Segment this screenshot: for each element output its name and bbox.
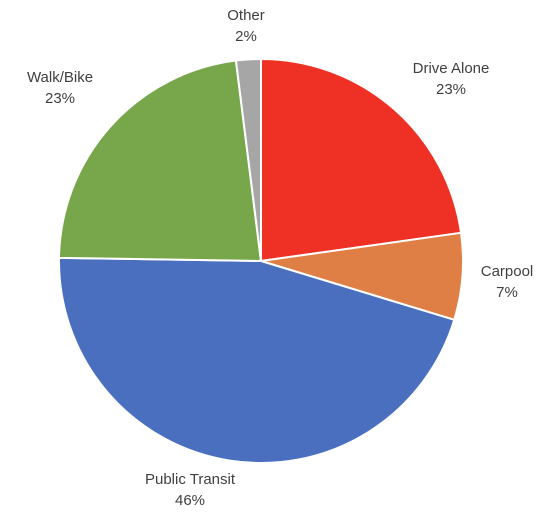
pie-slice-other: [234, 57, 262, 262]
slice-value-drive-alone: 23%: [436, 81, 466, 98]
pie-slice-public-transit: [58, 256, 456, 464]
pie-slice-drive-alone: [260, 57, 463, 263]
slice-label-public-transit: Public Transit: [145, 471, 236, 488]
slice-label-drive-alone: Drive Alone: [413, 60, 490, 77]
slice-value-other: 2%: [235, 28, 257, 45]
slice-label-carpool: Carpool: [481, 263, 534, 280]
pie-labels: Drive Alone 23% Carpool 7% Public Transit 46%…: [27, 7, 533, 509]
pie-slices: [58, 57, 464, 464]
slice-label-walk-bike: Walk/Bike: [27, 69, 93, 86]
slice-value-carpool: 7%: [496, 284, 518, 301]
pie-slice-walk-bike: [58, 59, 263, 263]
slice-value-public-transit: 46%: [175, 492, 205, 509]
slice-label-other: Other: [227, 7, 265, 24]
slice-value-walk-bike: 23%: [45, 90, 75, 107]
